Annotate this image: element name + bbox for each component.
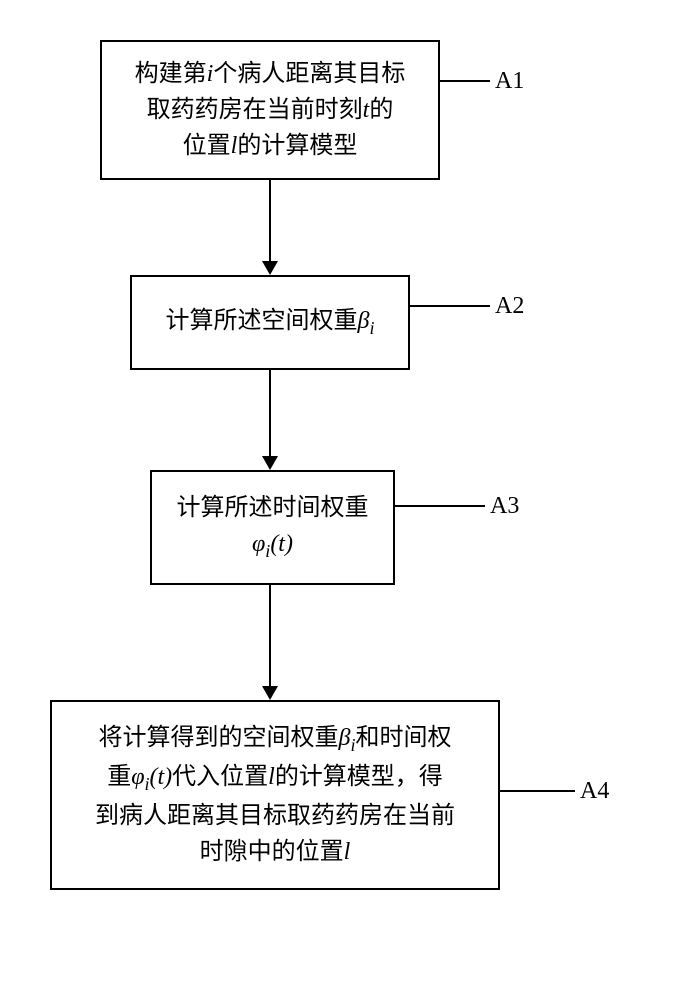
label-line-a4 [500,790,575,792]
label-line-a2 [410,305,490,307]
flowchart-container: 构建第i个病人距离其目标 取药药房在当前时刻t的 位置l的计算模型 A1 计算所… [0,0,688,1000]
arrow-2-line [269,370,271,456]
label-a4: A4 [580,778,609,805]
label-line-a1 [440,80,490,82]
arrow-3-line [269,585,271,686]
node-a2-text: 计算所述空间权重βi [166,303,375,342]
node-a1: 构建第i个病人距离其目标 取药药房在当前时刻t的 位置l的计算模型 [100,40,440,180]
arrow-1-line [269,180,271,261]
node-a2: 计算所述空间权重βi [130,275,410,370]
node-a3: 计算所述时间权重 φi(t) [150,470,395,585]
label-a1: A1 [495,68,524,95]
arrow-2-head [262,456,278,470]
node-a4-text: 将计算得到的空间权重βi和时间权 重φi(t)代入位置l的计算模型，得 到病人距… [95,720,455,870]
label-a3: A3 [490,493,519,520]
node-a4: 将计算得到的空间权重βi和时间权 重φi(t)代入位置l的计算模型，得 到病人距… [50,700,500,890]
label-a2: A2 [495,293,524,320]
label-line-a3 [395,505,485,507]
arrow-1-head [262,261,278,275]
node-a1-text: 构建第i个病人距离其目标 取药药房在当前时刻t的 位置l的计算模型 [135,56,406,164]
node-a3-text: 计算所述时间权重 φi(t) [177,490,369,565]
arrow-3-head [262,686,278,700]
